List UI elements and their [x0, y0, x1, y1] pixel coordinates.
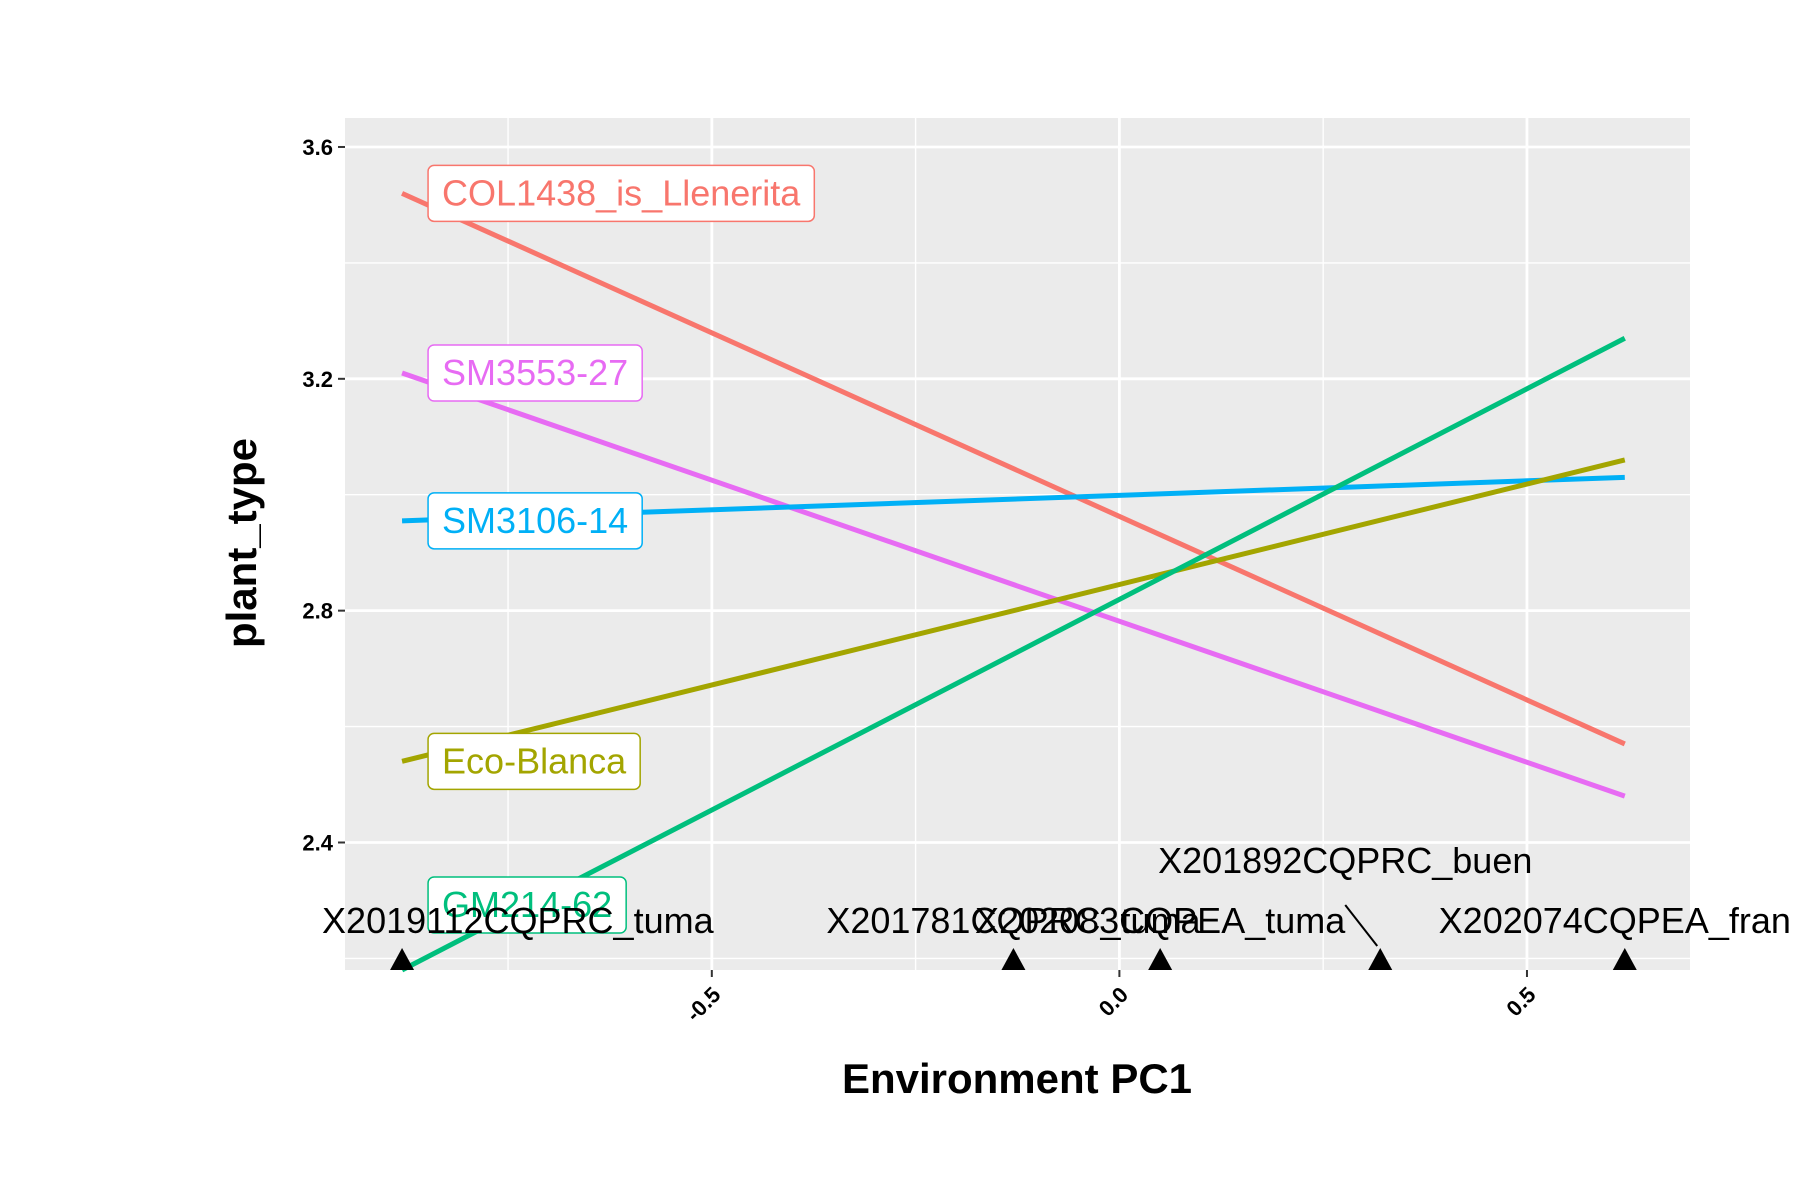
y-tick-label: 3.2: [302, 367, 333, 392]
environment-label: X201781CQPRC_tuma: [826, 900, 1201, 941]
environment-label: X2019112CQPRC_tuma: [322, 900, 715, 941]
series-labels: COL1438_is_Llenerita SM3553-27 SM3106-14 Ec…: [427, 164, 816, 934]
environment-labels: X2019112CQPRC_tuma X201781CQPRC_tumaX2020…: [322, 840, 1791, 947]
y-tick-label: 2.4: [302, 830, 333, 855]
y-tick-label: 2.8: [302, 599, 333, 624]
series-line: [401, 370, 1626, 799]
environment-marker: [1612, 948, 1637, 970]
environment-marker: [1148, 948, 1173, 970]
series-label: SM3106-14: [442, 500, 628, 541]
x-axis: -0.5 0.0 0.5: [681, 970, 1541, 1026]
series-label: COL1438_is_Llenerita: [442, 172, 801, 213]
environment-label: X202083CQPEA_tuma: [975, 900, 1346, 941]
series-label-box: [427, 164, 816, 223]
series-label-box: [427, 344, 643, 402]
environment-label: X202074CQPEA_fran: [1439, 900, 1791, 941]
series-line: [400, 336, 1626, 973]
y-axis-title: plant_type: [218, 438, 265, 648]
y-tick-label: 3.6: [302, 135, 333, 160]
environment-label-leader: [1344, 904, 1379, 947]
series-label-box: [427, 876, 627, 934]
series-lines: [400, 191, 1626, 973]
series-line: [401, 457, 1626, 764]
series-label: GM214-62: [442, 884, 612, 925]
grid-major: [345, 118, 1690, 970]
series-label: SM3553-27: [442, 352, 628, 393]
series-label-box: [427, 492, 643, 550]
series-label-box: [427, 732, 641, 791]
y-axis: 2.4 2.8 3.2 3.6: [302, 135, 345, 855]
environment-markers: [390, 948, 1637, 970]
x-tick-label: 0.0: [1094, 982, 1133, 1021]
environment-marker: [1368, 948, 1393, 970]
x-tick-label: 0.5: [1501, 982, 1540, 1021]
x-tick-label: -0.5: [681, 982, 725, 1026]
environment-marker: [1001, 948, 1026, 970]
environment-marker: [390, 948, 415, 970]
series-label: Eco-Blanca: [442, 740, 627, 781]
environment-label: X201892CQPRC_buen: [1158, 840, 1532, 881]
series-line: [401, 191, 1626, 747]
x-axis-title: Environment PC1: [842, 1055, 1192, 1102]
